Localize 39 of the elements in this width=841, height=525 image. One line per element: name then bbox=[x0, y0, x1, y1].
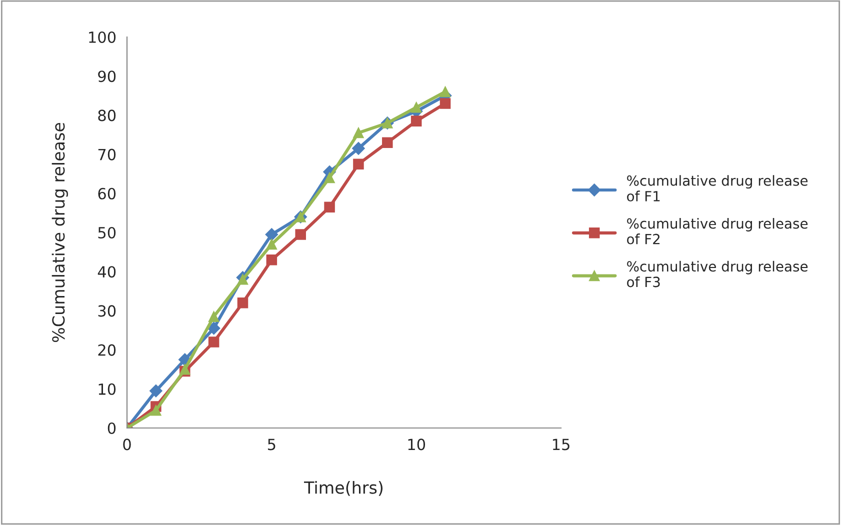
x-tick-label: 10 bbox=[408, 438, 426, 450]
point bbox=[324, 202, 335, 212]
point bbox=[266, 238, 278, 250]
y-axis-title: %Cumulative drug release bbox=[52, 122, 68, 342]
point bbox=[265, 228, 278, 241]
point bbox=[150, 384, 162, 398]
y-tick-label: 80 bbox=[98, 110, 116, 122]
point bbox=[266, 254, 278, 266]
point bbox=[237, 298, 248, 308]
y-tick-label: 50 bbox=[98, 226, 116, 239]
y-tick-label: 30 bbox=[98, 305, 116, 317]
point bbox=[208, 336, 220, 348]
point bbox=[352, 142, 365, 155]
point bbox=[324, 172, 335, 184]
point bbox=[353, 158, 364, 170]
y-tick-label: 0 bbox=[108, 422, 116, 434]
legend-label: %cumulative drug release of F3 bbox=[627, 260, 808, 288]
legend-label: %cumulative drug release of F2 bbox=[627, 218, 808, 244]
x-tick-label: 15 bbox=[552, 438, 570, 450]
point bbox=[382, 137, 393, 148]
point bbox=[237, 274, 248, 285]
x-tick-label: 5 bbox=[268, 438, 276, 450]
y-tick-label: 40 bbox=[98, 266, 116, 278]
y-tick-label: 20 bbox=[98, 344, 116, 356]
y-tick-label: 90 bbox=[98, 70, 116, 82]
point bbox=[410, 102, 422, 113]
point bbox=[295, 229, 306, 240]
y-tick-label: 60 bbox=[98, 188, 116, 200]
x-tick-label: 0 bbox=[123, 438, 131, 450]
legend-label: %cumulative drug release of F1 bbox=[627, 175, 808, 202]
y-tick-label: 70 bbox=[98, 148, 116, 160]
y-tick-label: 10 bbox=[98, 383, 116, 395]
point bbox=[150, 405, 162, 416]
point bbox=[208, 311, 220, 322]
x-axis-title: Time(hrs) bbox=[304, 480, 383, 496]
point bbox=[353, 127, 364, 138]
y-tick-label: 100 bbox=[89, 31, 116, 44]
point bbox=[410, 116, 422, 126]
point bbox=[207, 322, 220, 335]
